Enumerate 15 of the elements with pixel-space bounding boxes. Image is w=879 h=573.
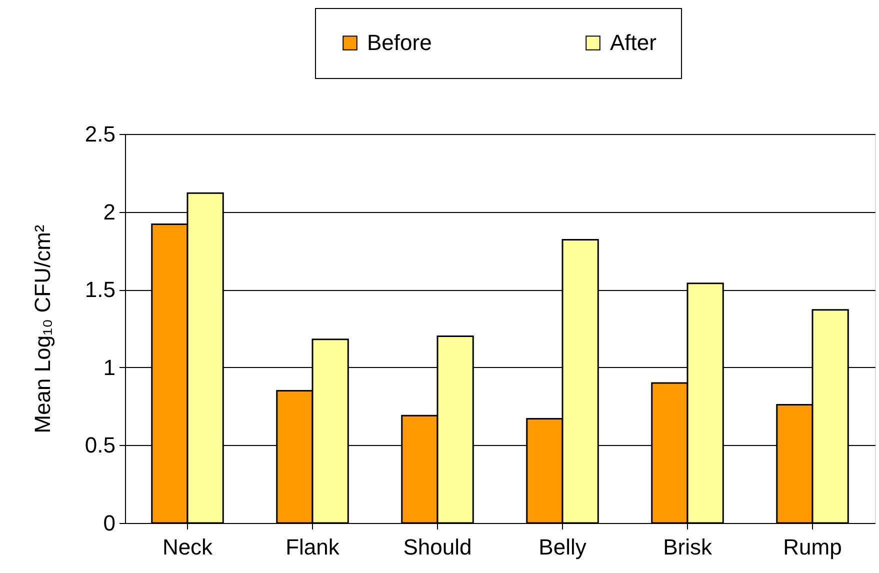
x-tick-label: Rump bbox=[783, 534, 842, 560]
y-tick-label: 0 bbox=[103, 510, 116, 536]
legend-label: Before bbox=[367, 30, 432, 55]
y-tick-label: 2 bbox=[103, 199, 116, 224]
x-tick-label: Belly bbox=[538, 534, 586, 560]
y-axis-title: Mean Log₁₀ CFU/cm² bbox=[30, 224, 55, 434]
y-tick-label: 0.5 bbox=[84, 432, 116, 458]
y-tick-label: 1.5 bbox=[84, 277, 116, 302]
legend-label: After bbox=[610, 30, 656, 55]
x-tick-label: Flank bbox=[286, 534, 340, 560]
x-tick-label: Should bbox=[403, 534, 472, 560]
y-tick-label: 1 bbox=[103, 354, 116, 380]
y-tick-label: 2.5 bbox=[84, 122, 116, 146]
x-tick-label: Neck bbox=[162, 534, 214, 560]
x-tick-label: Brisk bbox=[663, 534, 713, 560]
